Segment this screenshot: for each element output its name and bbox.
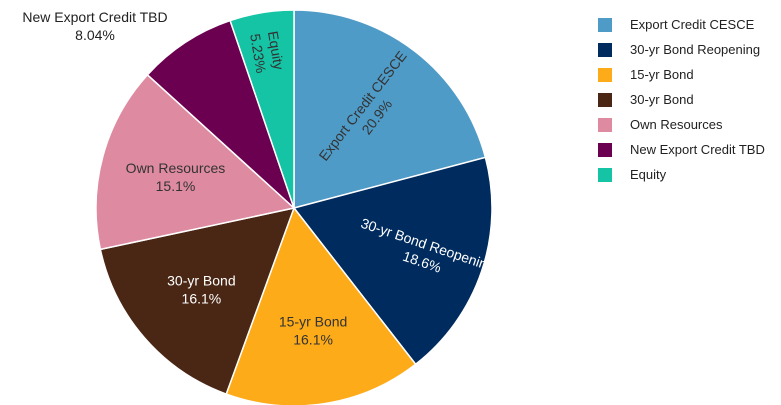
legend-label: 30-yr Bond	[630, 92, 694, 107]
slice-label: New Export Credit TBD 8.04%	[22, 9, 167, 43]
pie-slice[interactable]	[229, 9, 295, 209]
legend-item[interactable]: 30-yr Bond Reopening	[598, 37, 765, 62]
legend-swatch	[598, 17, 612, 32]
pie-slice[interactable]	[99, 206, 296, 396]
slice-label: Own Resources 15.1%	[126, 160, 226, 194]
slice-label: 30-yr Bond 16.1%	[167, 273, 235, 307]
slice-value-label: 16.1%	[182, 291, 222, 307]
chart-legend: Export Credit CESCE 30-yr Bond Reopening…	[598, 12, 765, 187]
legend-swatch	[598, 92, 612, 107]
pie-slice[interactable]	[95, 73, 296, 251]
legend-label: Own Resources	[630, 117, 723, 132]
legend-swatch	[598, 142, 612, 157]
legend-item[interactable]: Equity	[598, 162, 765, 187]
legend-label: Equity	[630, 167, 667, 182]
pie-slice[interactable]	[293, 9, 487, 209]
legend-item[interactable]: Own Resources	[598, 112, 765, 137]
legend-item[interactable]: Export Credit CESCE	[598, 12, 765, 37]
slice-name-label: Own Resources	[126, 160, 226, 176]
slice-name-label: New Export Credit TBD	[22, 9, 167, 25]
legend-label: New Export Credit TBD	[630, 142, 765, 157]
slice-name-label: Equity	[265, 30, 287, 71]
legend-swatch	[598, 42, 612, 57]
pie-slice[interactable]	[292, 156, 493, 366]
slice-name-label: 30-yr Bond	[167, 273, 235, 289]
slice-name-label: 15-yr Bond	[279, 313, 347, 329]
pie-slice[interactable]	[146, 19, 295, 209]
legend-label: 15-yr Bond	[630, 67, 694, 82]
legend-item[interactable]: 30-yr Bond	[598, 87, 765, 112]
legend-label: 30-yr Bond Reopening	[630, 42, 761, 57]
slice-value-label: 8.04%	[75, 27, 115, 43]
slice-value-label: 15.1%	[156, 178, 196, 194]
slice-value-label: 5.23%	[247, 32, 269, 74]
legend-swatch	[598, 167, 612, 182]
legend-item[interactable]: 15-yr Bond	[598, 62, 765, 87]
legend-swatch	[598, 117, 612, 132]
legend-label: Export Credit CESCE	[630, 17, 755, 32]
legend-item[interactable]: New Export Credit TBD	[598, 137, 765, 162]
slice-value-label: 16.1%	[293, 331, 333, 347]
legend-swatch	[598, 67, 612, 82]
pie-slice[interactable]	[225, 206, 417, 405]
slice-label: 15-yr Bond 16.1%	[279, 313, 347, 347]
